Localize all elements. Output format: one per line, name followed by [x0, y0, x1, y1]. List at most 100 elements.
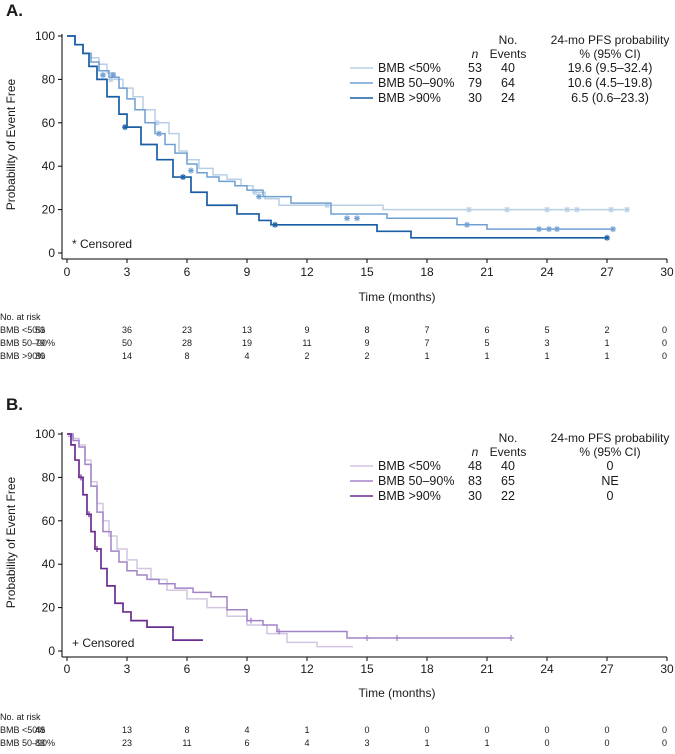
- x-tick-label: 24: [540, 265, 554, 279]
- y-tick-label: 80: [42, 470, 56, 484]
- censor-mark: [536, 226, 542, 233]
- censor-mark: [180, 174, 186, 181]
- censor-mark: [94, 546, 100, 553]
- legend-n-header: n: [472, 47, 479, 61]
- at-risk-value: 0: [604, 738, 609, 748]
- at-risk-value: 0: [662, 338, 667, 348]
- legend-pfs: 19.6 (9.5–32.4): [568, 61, 653, 75]
- legend-events: 40: [501, 459, 515, 473]
- at-risk-value: 1: [604, 338, 609, 348]
- at-risk-value: 0: [604, 725, 609, 735]
- legend-events: 64: [501, 76, 515, 90]
- x-tick-label: 12: [300, 662, 314, 676]
- x-axis-label: Time (months): [359, 290, 436, 304]
- at-risk-value: 13: [242, 325, 252, 335]
- legend-pfs-header: % (95% CI): [579, 445, 640, 459]
- legend-events-header: Events: [490, 445, 527, 459]
- at-risk-value: 1: [544, 351, 549, 361]
- km-curve-2: [67, 35, 613, 230]
- at-risk-value: 4: [244, 351, 249, 361]
- censor-mark: [544, 206, 550, 213]
- censor-mark: [608, 206, 614, 213]
- x-axis-label: Time (months): [359, 686, 436, 700]
- censor-mark: [188, 167, 194, 174]
- y-tick-label: 60: [42, 116, 56, 130]
- at-risk-value: 53: [35, 325, 45, 335]
- at-risk-value: 8: [364, 325, 369, 335]
- at-risk-value: 0: [544, 725, 549, 735]
- at-risk-value: 0: [662, 738, 667, 748]
- legend-events-header: No.: [499, 431, 518, 445]
- censor-mark: [154, 119, 160, 126]
- at-risk-value: 1: [304, 725, 309, 735]
- y-tick-label: 20: [42, 203, 56, 217]
- censor-mark: [508, 634, 514, 641]
- at-risk-value: 1: [424, 351, 429, 361]
- at-risk-value: 2: [304, 351, 309, 361]
- legend-label: BMB 50–90%: [378, 76, 454, 90]
- at-risk-value: 23: [122, 738, 132, 748]
- legend-n: 79: [468, 76, 482, 90]
- censor-mark: [122, 124, 128, 131]
- legend-events: 40: [501, 61, 515, 75]
- legend-n: 48: [468, 459, 482, 473]
- at-risk-value: 11: [182, 738, 191, 748]
- x-tick-label: 6: [184, 265, 191, 279]
- x-tick-label: 3: [124, 265, 131, 279]
- at-risk-value: 6: [484, 325, 489, 335]
- censor-mark: [624, 206, 630, 213]
- censor-mark: [324, 202, 330, 209]
- at-risk-title: No. at risk: [0, 712, 41, 722]
- at-risk-value: 50: [122, 338, 132, 348]
- legend-label: BMB >90%: [378, 91, 441, 105]
- legend-label: BMB <50%: [378, 459, 441, 473]
- y-tick-label: 0: [48, 644, 55, 658]
- x-tick-label: 18: [420, 662, 434, 676]
- y-axis-label: Probability of Event Free: [4, 78, 18, 210]
- x-tick-label: 30: [660, 265, 674, 279]
- at-risk-value: 14: [122, 351, 132, 361]
- censor-mark: [354, 215, 360, 222]
- censor-mark: [466, 206, 472, 213]
- at-risk-value: 6: [244, 738, 249, 748]
- at-risk-value: 0: [662, 325, 667, 335]
- at-risk-value: 5: [544, 325, 549, 335]
- at-risk-value: 1: [424, 738, 429, 748]
- legend-pfs-header: 24-mo PFS probability: [551, 431, 670, 445]
- at-risk-row-label: BMB <50%: [0, 325, 45, 335]
- at-risk-value: 4: [304, 738, 309, 748]
- censor-mark: [156, 130, 162, 137]
- legend-pfs: 10.6 (4.5–19.8): [568, 76, 653, 90]
- at-risk-row-label: BMB <50%: [0, 725, 45, 735]
- legend-label: BMB >90%: [378, 489, 441, 503]
- censor-mark: [256, 193, 262, 200]
- at-risk-value: 30: [35, 351, 45, 361]
- legend: No.Events 24-mo PFS probability% (95% CI)…: [350, 33, 669, 105]
- legend-label: BMB 50–90%: [378, 474, 454, 488]
- legend-events: 65: [501, 474, 515, 488]
- at-risk-value: 1: [484, 738, 489, 748]
- y-tick-label: 100: [35, 427, 55, 441]
- x-tick-label: 27: [600, 265, 614, 279]
- at-risk-value: 9: [364, 338, 369, 348]
- legend-n: 53: [468, 61, 482, 75]
- censor-mark: [364, 634, 370, 641]
- legend-n: 83: [468, 474, 482, 488]
- censor-mark: [252, 189, 258, 196]
- panel-label: A.: [6, 1, 23, 20]
- x-tick-label: 0: [64, 265, 71, 279]
- x-tick-label: 27: [600, 662, 614, 676]
- at-risk-row-label: BMB 50–90%: [0, 338, 55, 348]
- legend-pfs: 6.5 (0.6–23.3): [571, 91, 649, 105]
- at-risk-value: 0: [484, 725, 489, 735]
- x-tick-label: 30: [660, 662, 674, 676]
- at-risk-value: 9: [304, 325, 309, 335]
- x-tick-label: 9: [244, 265, 251, 279]
- x-tick-label: 21: [480, 265, 494, 279]
- legend-events-header: No.: [499, 33, 518, 47]
- legend-events: 24: [501, 91, 515, 105]
- at-risk-value: 79: [35, 338, 45, 348]
- at-risk-value: 0: [662, 351, 667, 361]
